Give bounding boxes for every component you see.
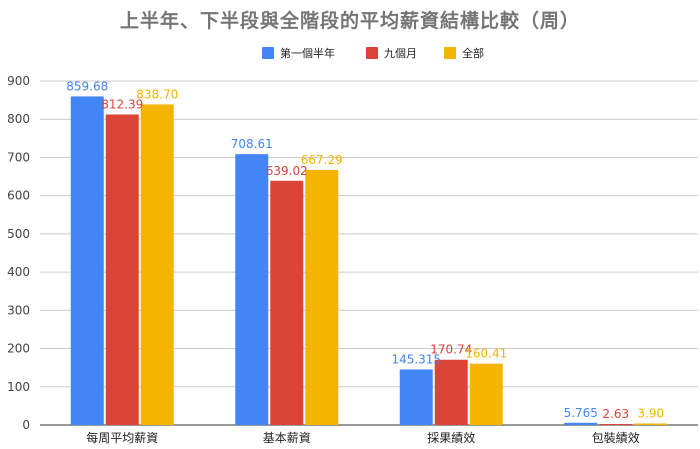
x-category-label: 採果績效 [427, 430, 475, 445]
y-tick-label: 300 [7, 303, 30, 317]
y-tick-label: 800 [7, 112, 30, 126]
data-label: 160.41 [465, 347, 507, 361]
data-label: 708.61 [231, 137, 273, 151]
data-label: 859.68 [66, 79, 108, 93]
data-label: 145.315 [391, 352, 441, 366]
bar [105, 114, 139, 426]
bar [140, 104, 174, 425]
y-tick-label: 600 [7, 189, 30, 203]
y-tick-label: 0 [22, 418, 30, 432]
legend-swatch [444, 47, 456, 59]
y-tick-label: 400 [7, 265, 30, 279]
data-label: 639.02 [266, 164, 308, 178]
bar [305, 169, 339, 425]
x-axis-category-labels: 每周平均薪資 基本薪資 採果績效 包裝績效 [86, 430, 640, 445]
data-label: 2.63 [602, 407, 629, 421]
bar [235, 154, 269, 426]
chart-title: 上半年、下半段與全階段的平均薪資結構比較（周） [119, 10, 580, 32]
data-label: 667.29 [301, 153, 343, 167]
y-tick-label: 200 [7, 342, 30, 356]
legend-label: 第一個半年 [280, 46, 335, 60]
bars [70, 96, 668, 426]
legend-label: 全部 [462, 46, 484, 60]
x-category-label: 包裝績效 [592, 430, 640, 445]
bar [634, 423, 668, 425]
y-tick-label: 100 [7, 380, 30, 394]
data-label: 170.74 [430, 343, 472, 357]
data-label: 3.90 [637, 407, 664, 421]
bar [270, 180, 304, 425]
bar [399, 369, 433, 425]
data-label: 838.70 [136, 87, 178, 101]
bar [599, 423, 633, 425]
legend-swatch [366, 47, 378, 59]
y-tick-label: 500 [7, 227, 30, 241]
bar [434, 359, 468, 425]
legend: 第一個半年 九個月 全部 [262, 46, 484, 60]
data-label: 5.765 [564, 406, 598, 420]
y-tick-label: 900 [7, 74, 30, 88]
y-axis-tick-labels: 0 100 200 300 400 500 600 700 800 900 [7, 74, 30, 432]
y-tick-label: 700 [7, 150, 30, 164]
legend-label: 九個月 [384, 47, 417, 60]
data-label: 812.39 [101, 97, 143, 111]
x-category-label: 每周平均薪資 [86, 430, 158, 445]
bar [469, 363, 503, 425]
x-category-label: 基本薪資 [263, 431, 311, 445]
legend-swatch [262, 47, 274, 59]
bar [70, 96, 104, 426]
bar [564, 422, 598, 425]
